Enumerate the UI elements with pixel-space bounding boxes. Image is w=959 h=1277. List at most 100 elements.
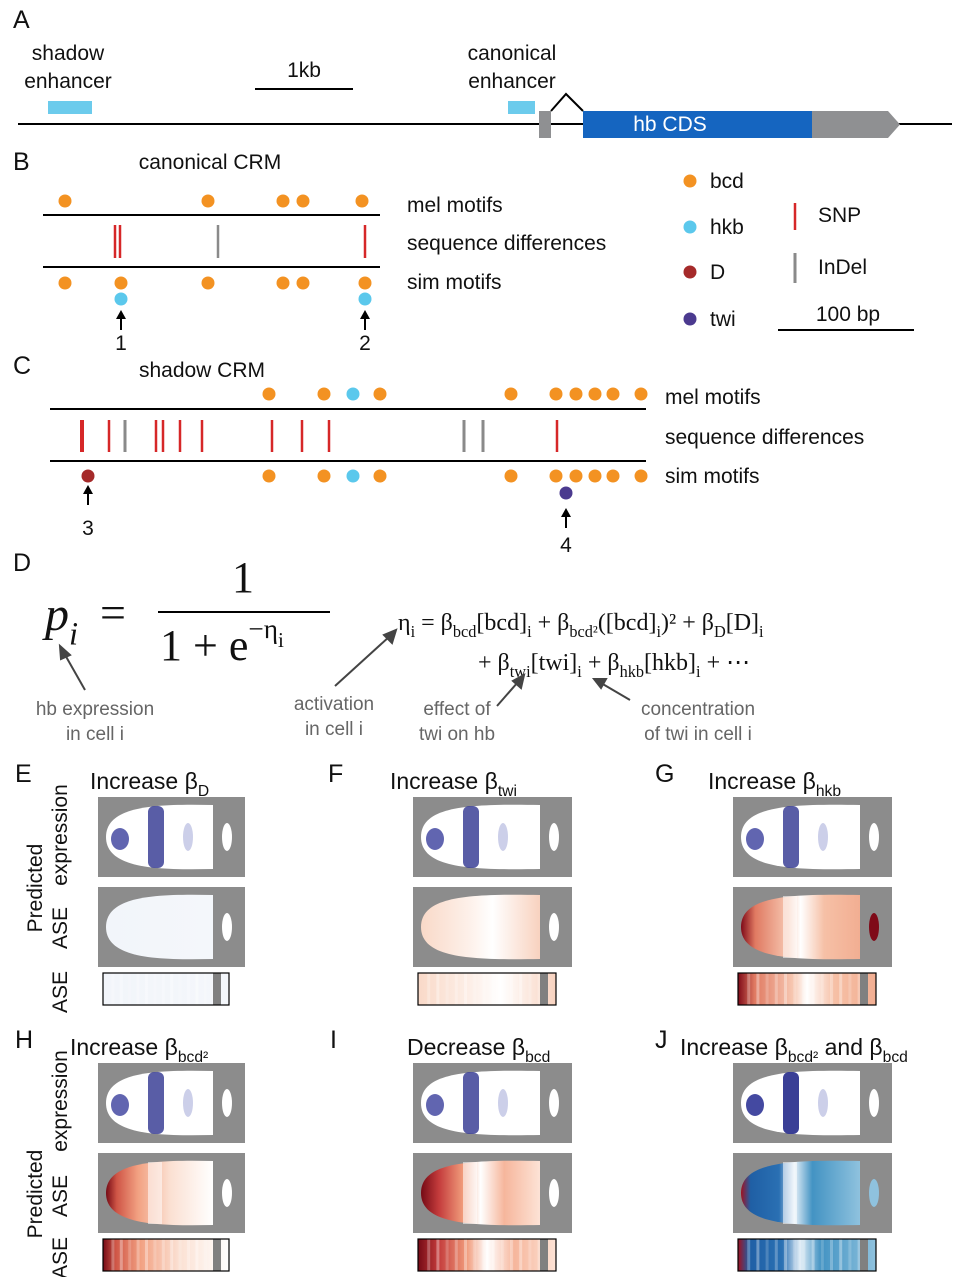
formula-part: η <box>398 610 411 636</box>
formula-part: [bcd] <box>476 610 527 636</box>
motif <box>115 277 128 290</box>
bar-stripe <box>455 973 458 1005</box>
bar-stripe <box>137 973 140 1005</box>
embryo-ase <box>421 1161 540 1225</box>
bar-stripe <box>821 1239 824 1271</box>
pole-cells <box>222 1089 232 1117</box>
motif <box>684 221 697 234</box>
bar-stripe <box>482 1239 485 1271</box>
bar-stripe <box>492 1239 495 1271</box>
stripe <box>783 806 799 868</box>
bar-stripe <box>473 1239 476 1271</box>
bar-stripe <box>464 1239 467 1271</box>
arrow-label: 1 <box>115 332 127 355</box>
faint-spot <box>818 1089 828 1117</box>
bar-stripe <box>153 973 156 1005</box>
annotation: in cell i <box>305 719 363 740</box>
bar-stripe <box>204 1239 207 1271</box>
motif <box>318 470 331 483</box>
formula-part: + β <box>532 610 570 636</box>
row-label: Predicted <box>24 1150 47 1239</box>
annotation: hb expression <box>36 699 154 720</box>
motif <box>277 277 290 290</box>
bar-stripe <box>519 1239 522 1271</box>
bar-stripe <box>111 973 114 1005</box>
anterior-spot <box>426 828 444 850</box>
formula-part: + β <box>582 650 620 676</box>
formula-part: Decrease β <box>407 1034 525 1060</box>
formula-part: + ⋯ <box>701 650 751 676</box>
pole-cells <box>869 823 879 851</box>
bar-stripe <box>756 1239 759 1271</box>
row-label: ASE <box>49 1237 72 1277</box>
legend-label: D <box>710 261 725 284</box>
motif <box>318 388 331 401</box>
bar-stripe <box>812 973 815 1005</box>
bar-stripe <box>747 973 750 1005</box>
bar-stripe <box>195 973 198 1005</box>
bar-stripe <box>195 1239 198 1271</box>
row-label: mel motifs <box>407 194 503 217</box>
stripe <box>783 1072 799 1134</box>
bar-stripe <box>170 1239 173 1271</box>
bar-gray <box>860 973 868 1005</box>
formula-part: Increase β <box>390 768 498 794</box>
bar-stripe <box>766 1239 769 1271</box>
faint-spot <box>818 823 828 851</box>
bar-stripe <box>492 973 495 1005</box>
pole-cells <box>869 1179 879 1207</box>
motif <box>550 470 563 483</box>
row-label: mel motifs <box>665 386 761 409</box>
canonical-enhancer <box>508 101 535 114</box>
crm-title: shadow CRM <box>139 359 265 382</box>
anterior-spot <box>746 828 764 850</box>
bar-stripe <box>120 1239 123 1271</box>
bar-stripe <box>793 1239 796 1271</box>
annotation: effect of <box>423 699 491 720</box>
bar-stripe <box>446 973 449 1005</box>
motif <box>115 293 128 306</box>
motif <box>297 277 310 290</box>
row-label: ASE <box>49 907 72 949</box>
formula-part: i <box>69 616 78 652</box>
legend-label: bcd <box>710 170 744 193</box>
motif <box>505 388 518 401</box>
ase-stripe <box>783 896 797 958</box>
motif <box>374 470 387 483</box>
row-label: sim motifs <box>407 271 502 294</box>
bar-stripe <box>204 973 207 1005</box>
stripe <box>148 1072 164 1134</box>
bar-stripe <box>766 973 769 1005</box>
formula-part: 1 + e <box>160 621 248 670</box>
formula-part: ([bcd] <box>598 610 657 636</box>
row-label: expression <box>49 784 72 886</box>
arrow-label: 4 <box>560 534 572 557</box>
legend-label: hkb <box>710 216 744 239</box>
bar-stripe <box>145 973 148 1005</box>
bar-stripe <box>427 973 430 1005</box>
bar-stripe <box>802 973 805 1005</box>
motif <box>356 195 369 208</box>
motif <box>684 313 697 326</box>
motif <box>277 195 290 208</box>
bar-stripe <box>784 973 787 1005</box>
scale-label: 100 bp <box>816 303 880 326</box>
pole-cells <box>549 823 559 851</box>
motif <box>560 487 573 500</box>
motif <box>263 388 276 401</box>
annotation: activation <box>294 694 374 715</box>
bar-stripe <box>120 973 123 1005</box>
bar-stripe <box>464 973 467 1005</box>
row-label: expression <box>49 1050 72 1152</box>
motif <box>297 195 310 208</box>
panel-label: A <box>13 6 30 34</box>
bar-stripe <box>802 1239 805 1271</box>
ase-stripe <box>463 1162 477 1224</box>
bar-stripe <box>187 1239 190 1271</box>
bar-stripe <box>162 1239 165 1271</box>
formula-part: D <box>714 622 726 641</box>
bar-stripe <box>162 973 165 1005</box>
pole-cells <box>549 913 559 941</box>
motif <box>550 388 563 401</box>
motif <box>202 277 215 290</box>
